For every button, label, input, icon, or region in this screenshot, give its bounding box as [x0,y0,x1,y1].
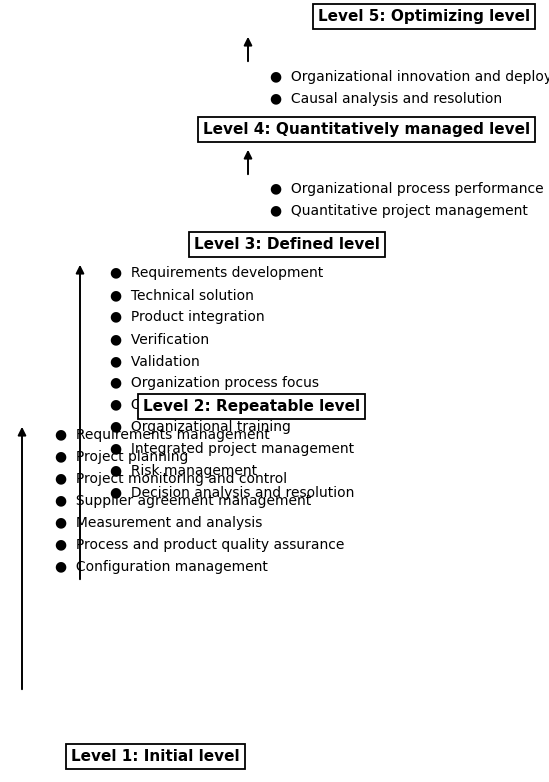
Text: ●  Requirements management: ● Requirements management [55,428,270,442]
Text: ●  Organizational innovation and deployment: ● Organizational innovation and deployme… [270,70,549,84]
Text: Level 1: Initial level: Level 1: Initial level [71,749,240,764]
Text: Level 3: Defined level: Level 3: Defined level [194,237,380,252]
Text: ●  Supplier agreement management: ● Supplier agreement management [55,494,311,508]
Text: ●  Causal analysis and resolution: ● Causal analysis and resolution [270,92,502,106]
Text: ●  Quantitative project management: ● Quantitative project management [270,204,528,218]
Text: ●  Decision analysis and resolution: ● Decision analysis and resolution [110,486,354,500]
Text: ●  Validation: ● Validation [110,354,200,368]
Text: Level 5: Optimizing level: Level 5: Optimizing level [318,9,530,24]
Text: ●  Organization process focus: ● Organization process focus [110,376,319,390]
Text: Level 4: Quantitatively managed level: Level 4: Quantitatively managed level [203,122,530,137]
Text: ●  Project planning: ● Project planning [55,450,188,464]
Text: ●  Integrated project management: ● Integrated project management [110,442,354,456]
Text: ●  Verification: ● Verification [110,332,209,346]
Text: ●  Measurement and analysis: ● Measurement and analysis [55,516,262,530]
Text: ●  Project monitoring and control: ● Project monitoring and control [55,472,287,486]
Text: ●  Technical solution: ● Technical solution [110,288,254,302]
Text: ●  Product integration: ● Product integration [110,310,265,324]
Text: Level 2: Repeatable level: Level 2: Repeatable level [143,399,360,414]
Text: ●  Configuration management: ● Configuration management [55,560,268,574]
Text: ●  Risk management: ● Risk management [110,464,257,478]
Text: ●  Organizational training: ● Organizational training [110,420,291,434]
Text: ●  Process and product quality assurance: ● Process and product quality assurance [55,538,344,552]
Text: ●  Requirements development: ● Requirements development [110,266,323,280]
Text: ●  Organization process definition: ● Organization process definition [110,398,348,412]
Text: ●  Organizational process performance: ● Organizational process performance [270,182,544,196]
